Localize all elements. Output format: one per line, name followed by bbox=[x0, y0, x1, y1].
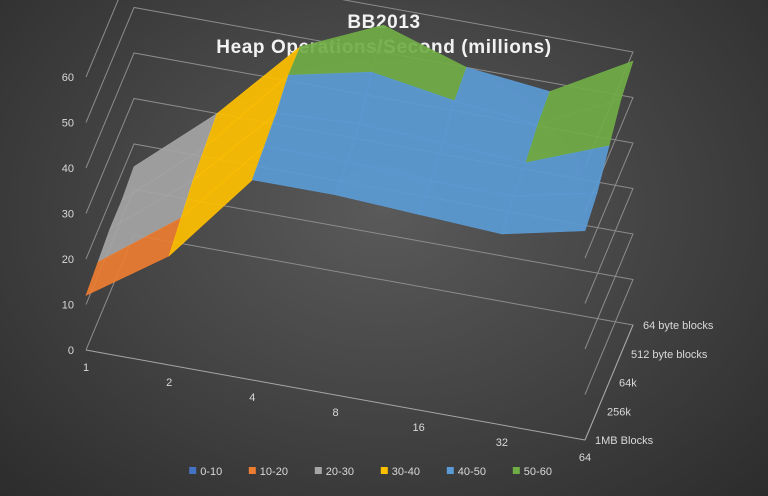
legend-label: 40-50 bbox=[458, 466, 486, 478]
x-tick-label: 2 bbox=[166, 377, 172, 389]
x-axis-line bbox=[85, 349, 586, 441]
legend-swatch bbox=[189, 467, 197, 474]
x-tick-label: 4 bbox=[249, 392, 255, 404]
legend-label: 50-60 bbox=[524, 466, 552, 478]
x-tick-label: 64 bbox=[579, 452, 591, 464]
legend-swatch bbox=[380, 467, 388, 474]
legend-swatch bbox=[248, 467, 256, 474]
chart-title: BB2013 bbox=[347, 12, 421, 33]
surface bbox=[85, 24, 634, 296]
depth-tick-label: 1MB Blocks bbox=[595, 435, 654, 447]
x-tick-label: 16 bbox=[413, 422, 425, 434]
legend-swatch bbox=[314, 467, 322, 474]
z-tick-label: 20 bbox=[62, 254, 74, 266]
legend-swatch bbox=[446, 467, 454, 474]
x-tick-label: 8 bbox=[332, 407, 338, 419]
gridline bbox=[85, 234, 634, 441]
surface-patch bbox=[501, 192, 598, 235]
legend-label: 0-10 bbox=[200, 466, 222, 478]
depth-tick-label: 256k bbox=[607, 406, 631, 418]
depth-tick-label: 512 byte blocks bbox=[631, 349, 708, 361]
legend: 0-10 10-20 20-30 30-40 40-50 50-60 bbox=[189, 466, 552, 478]
z-tick-label: 50 bbox=[62, 118, 74, 130]
legend-swatch bbox=[512, 467, 520, 474]
legend-label: 30-40 bbox=[392, 466, 420, 478]
depth-tick-label: 64k bbox=[619, 378, 637, 390]
legend-label: 20-30 bbox=[326, 466, 354, 478]
legend-label: 10-20 bbox=[260, 466, 288, 478]
z-tick-label: 40 bbox=[62, 163, 74, 175]
depth-axis-line bbox=[584, 324, 634, 441]
x-tick-label: 32 bbox=[496, 437, 508, 449]
z-tick-label: 30 bbox=[62, 209, 74, 221]
surface-patch bbox=[287, 24, 384, 76]
z-tick-label: 0 bbox=[68, 345, 74, 357]
x-tick-label: 1 bbox=[83, 362, 89, 374]
depth-tick-label: 64 byte blocks bbox=[643, 320, 714, 332]
z-tick-label: 60 bbox=[62, 72, 74, 84]
z-tick-label: 10 bbox=[62, 300, 74, 312]
